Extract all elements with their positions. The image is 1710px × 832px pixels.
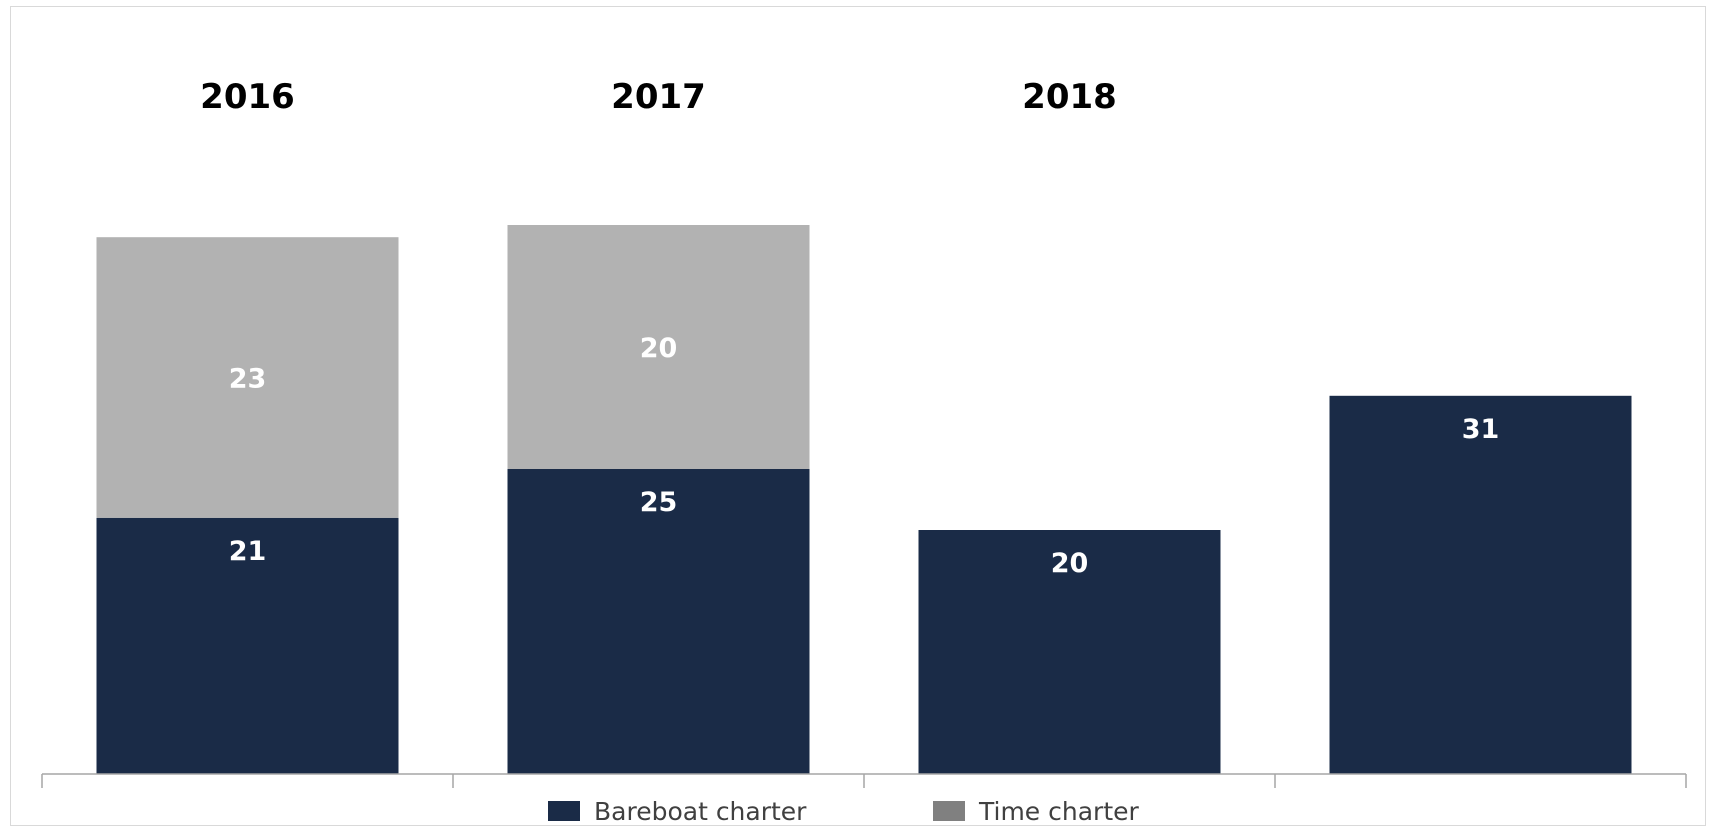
bar-bareboat-1 xyxy=(507,469,810,774)
data-label-bareboat-1: 25 xyxy=(640,487,678,518)
legend-swatch-time-charter xyxy=(933,801,965,821)
data-label-bareboat-0: 21 xyxy=(229,536,267,567)
data-label-time-charter-1: 20 xyxy=(640,333,678,364)
bar-bareboat-2 xyxy=(918,530,1221,774)
category-label-2: 2018 xyxy=(1022,77,1117,117)
category-label-0: 2016 xyxy=(200,77,295,117)
legend-label-bareboat: Bareboat charter xyxy=(594,797,807,826)
data-label-time-charter-0: 23 xyxy=(229,364,267,395)
chart-frame xyxy=(10,6,1706,826)
data-label-bareboat-3: 31 xyxy=(1462,414,1500,445)
bar-time-charter-1 xyxy=(507,225,810,469)
category-label-1: 2017 xyxy=(611,77,706,117)
bar-time-charter-0 xyxy=(96,237,399,518)
bar-bareboat-0 xyxy=(96,517,399,774)
bar-bareboat-3 xyxy=(1329,395,1632,774)
data-label-bareboat-2: 20 xyxy=(1051,548,1089,579)
legend-label-time-charter: Time charter xyxy=(978,797,1139,826)
legend-swatch-bareboat xyxy=(548,801,580,821)
